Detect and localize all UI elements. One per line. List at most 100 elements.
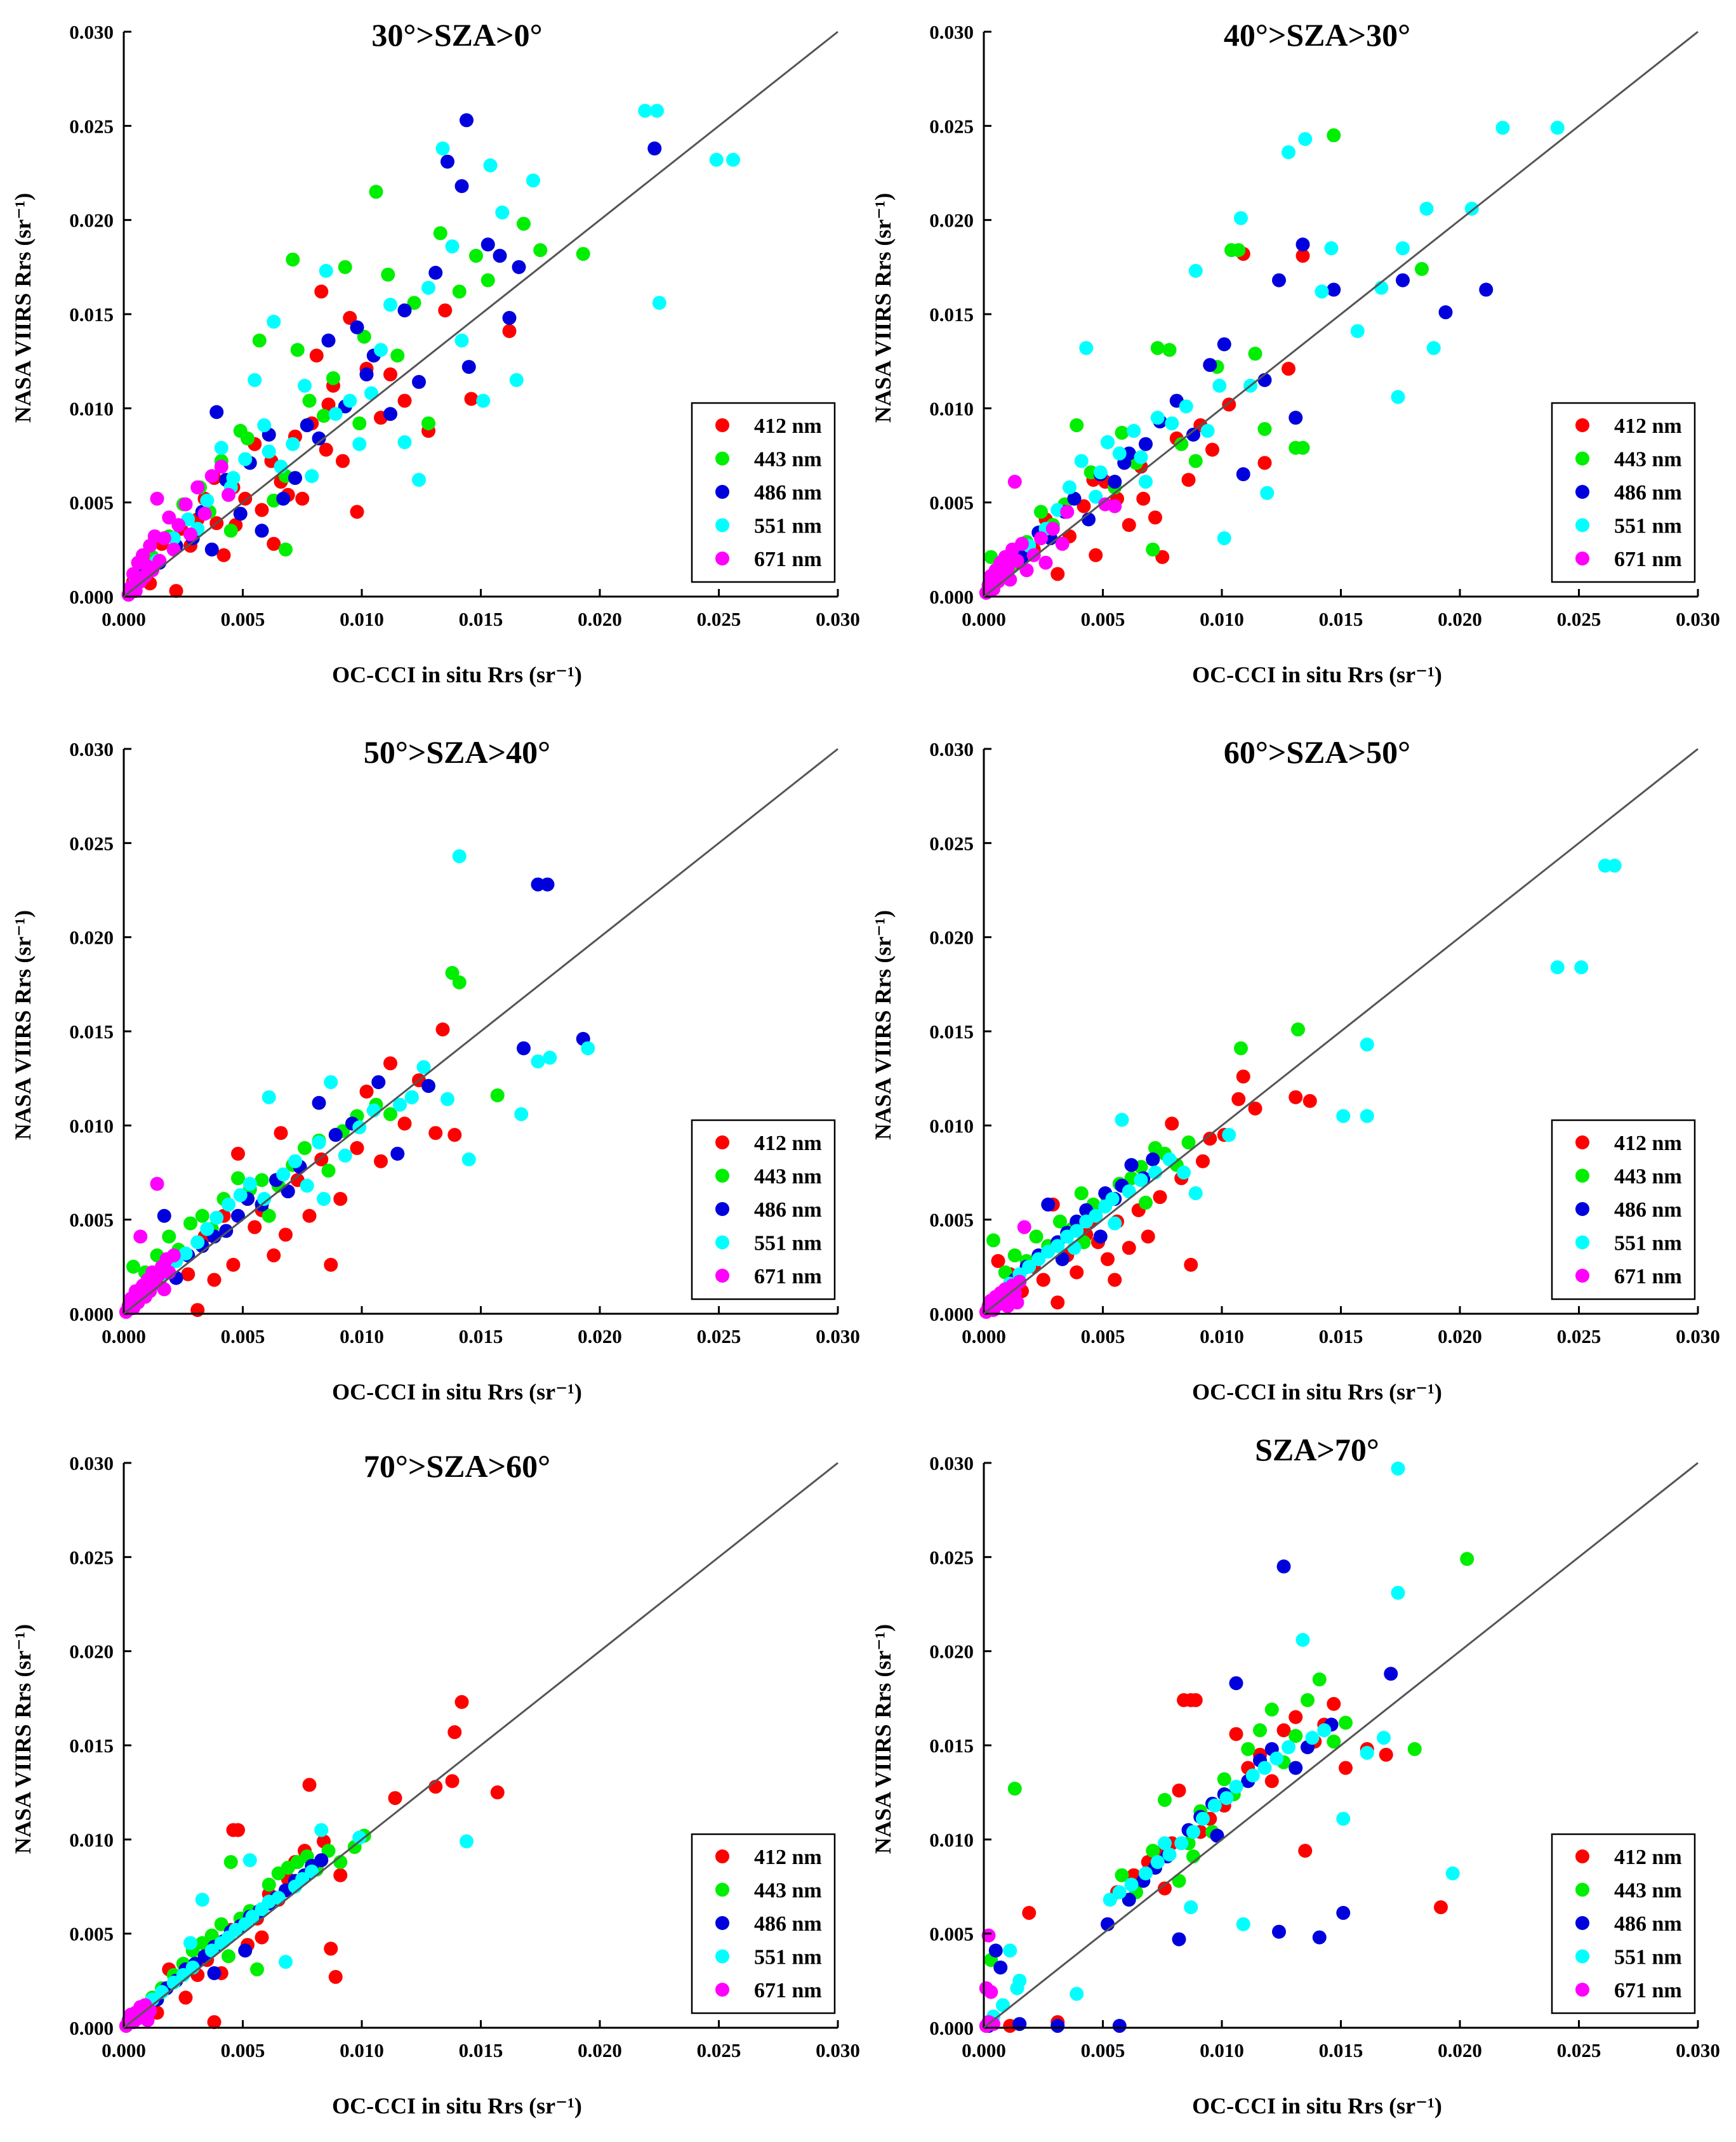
point-443-nm <box>1150 341 1165 355</box>
point-671-nm <box>157 1282 171 1297</box>
legend-marker-443-nm <box>1575 451 1589 466</box>
legend: 412 nm 443 nm 486 nm 551 nm 671 nm <box>691 402 836 583</box>
point-412-nm <box>454 1695 469 1709</box>
plot-title: 70°>SZA>60° <box>364 1448 550 1484</box>
point-551-nm <box>312 1135 326 1150</box>
point-551-nm <box>1063 480 1077 494</box>
point-486-nm <box>1272 1924 1286 1939</box>
y-tick-label: 0.010 <box>929 1828 974 1851</box>
legend-marker-671-nm <box>715 1983 729 1997</box>
point-551-nm <box>1124 1877 1139 1892</box>
x-tick-label: 0.030 <box>1676 1325 1720 1347</box>
point-412-nm <box>333 1192 348 1207</box>
point-412-nm <box>1070 1265 1084 1279</box>
legend-label-551-nm: 551 nm <box>1614 1232 1682 1255</box>
point-486-nm <box>1093 1229 1108 1244</box>
point-443-nm <box>1174 437 1189 451</box>
legend: 412 nm 443 nm 486 nm 551 nm 671 nm <box>1551 1833 1696 2014</box>
legend: 412 nm 443 nm 486 nm 551 nm 671 nm <box>691 1119 836 1300</box>
point-443-nm <box>381 267 395 282</box>
x-tick-label: 0.005 <box>1081 1325 1125 1347</box>
x-tick-label: 0.015 <box>459 1325 503 1347</box>
point-551-nm <box>412 473 426 487</box>
point-551-nm <box>1177 1165 1191 1180</box>
point-486-nm <box>231 1208 245 1223</box>
point-486-nm <box>1055 1252 1070 1266</box>
point-551-nm <box>514 1107 529 1121</box>
point-412-nm <box>274 1126 288 1140</box>
point-486-nm <box>1146 1152 1160 1167</box>
point-551-nm <box>204 1943 219 1958</box>
legend-label-486-nm: 486 nm <box>1614 1198 1682 1222</box>
legend-label-671-nm: 671 nm <box>1614 1979 1682 2002</box>
chart-panel-40-30: 40°>SZA>30° OC-CCI in situ Rrs (sr⁻¹) NA… <box>870 17 1720 687</box>
point-551-nm <box>1495 121 1510 135</box>
point-551-nm <box>445 239 460 254</box>
point-412-nm <box>1231 1092 1246 1106</box>
plot-title: 50°>SZA>40° <box>364 734 550 770</box>
point-443-nm <box>290 343 305 357</box>
point-486-nm <box>255 524 269 538</box>
point-412-nm <box>1155 550 1170 564</box>
point-443-nm <box>407 296 421 310</box>
point-443-nm <box>231 1171 245 1186</box>
chart-panel-30-0: 30°>SZA>0° OC-CCI in situ Rrs (sr⁻¹) NAS… <box>10 17 860 687</box>
point-412-nm <box>1236 1069 1250 1084</box>
point-443-nm <box>1074 1186 1089 1201</box>
legend-marker-671-nm <box>1575 1983 1589 1997</box>
point-551-nm <box>1150 411 1165 425</box>
point-443-nm <box>126 1259 140 1274</box>
legend-marker-671-nm <box>1575 1269 1589 1283</box>
point-551-nm <box>324 1075 338 1090</box>
point-443-nm <box>490 1088 505 1102</box>
x-tick-label: 0.010 <box>340 1325 384 1347</box>
point-486-nm <box>1203 358 1217 373</box>
point-443-nm <box>223 524 238 538</box>
point-551-nm <box>1305 1731 1320 1745</box>
point-551-nm <box>257 1192 272 1207</box>
point-412-nm <box>178 1990 193 2005</box>
point-551-nm <box>435 141 450 155</box>
point-412-nm <box>1196 1154 1210 1168</box>
point-551-nm <box>1101 435 1115 449</box>
point-551-nm <box>1298 132 1313 147</box>
point-412-nm <box>1295 249 1310 263</box>
point-671-nm <box>150 491 164 506</box>
point-443-nm <box>1339 1716 1353 1730</box>
chart-panel-60-50: 60°>SZA>50° OC-CCI in situ Rrs (sr⁻¹) NA… <box>870 734 1720 1405</box>
point-671-nm <box>166 1248 181 1263</box>
point-551-nm <box>178 1246 193 1261</box>
point-443-nm <box>1162 343 1177 357</box>
plot-title: 60°>SZA>50° <box>1224 734 1410 770</box>
point-486-nm <box>517 1041 531 1055</box>
point-443-nm <box>262 1208 276 1223</box>
point-551-nm <box>452 849 467 864</box>
legend-marker-412-nm <box>715 418 729 432</box>
x-tick-label: 0.015 <box>459 2039 503 2061</box>
point-412-nm <box>169 584 183 598</box>
point-443-nm <box>1158 1793 1172 1808</box>
legend-marker-551-nm <box>715 518 729 532</box>
point-412-nm <box>302 1208 317 1223</box>
point-443-nm <box>433 226 447 241</box>
point-551-nm <box>319 263 333 278</box>
point-551-nm <box>364 386 378 400</box>
x-tick-label: 0.015 <box>1319 1325 1363 1347</box>
point-551-nm <box>460 1834 474 1849</box>
y-tick-label: 0.030 <box>69 21 114 43</box>
point-551-nm <box>1550 121 1565 135</box>
point-551-nm <box>1236 1917 1250 1931</box>
point-412-nm <box>1089 548 1103 562</box>
point-551-nm <box>1188 263 1203 278</box>
point-551-nm <box>1196 1811 1210 1826</box>
x-tick-label: 0.020 <box>1438 1325 1482 1347</box>
point-486-nm <box>1139 437 1153 451</box>
x-tick-label: 0.015 <box>459 608 503 630</box>
point-443-nm <box>1188 454 1203 468</box>
point-551-nm <box>1165 416 1179 431</box>
x-tick-label: 0.020 <box>1438 2039 1482 2061</box>
point-486-nm <box>1112 2019 1127 2033</box>
point-412-nm <box>447 1128 462 1142</box>
point-551-nm <box>338 1148 352 1163</box>
legend-marker-443-nm <box>715 1168 729 1183</box>
